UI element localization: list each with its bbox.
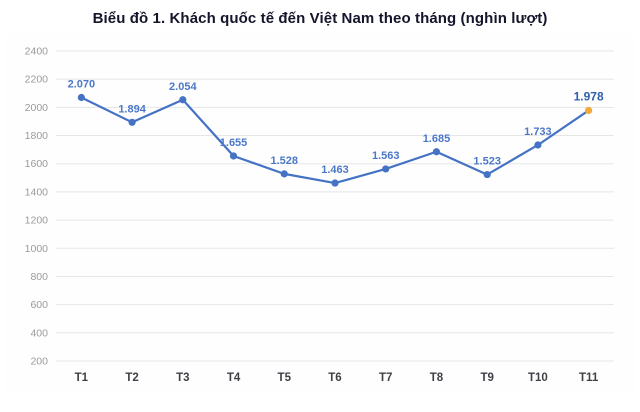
y-axis-tick-label: 1200 — [25, 215, 49, 227]
data-label: 2.054 — [169, 81, 197, 93]
data-label: 1.894 — [118, 103, 146, 115]
chart-container: 200 400 600 800 1000 1200 1400 1600 1800 2000 2200… — [6, 33, 634, 393]
data-point-marker — [432, 148, 441, 156]
x-axis-label: T1 — [75, 372, 89, 384]
data-point-marker — [534, 141, 542, 149]
y-axis-tick-label: 2200 — [25, 74, 49, 86]
y-axis-tick-label: 1800 — [25, 130, 49, 142]
data-label: 1.528 — [271, 155, 299, 167]
data-point-marker — [331, 179, 339, 187]
data-label: 2.070 — [68, 79, 96, 91]
y-axis-tick-label: 1000 — [25, 243, 49, 255]
data-label: 1.978 — [574, 89, 604, 103]
x-axis-label: T8 — [430, 372, 444, 384]
data-point-marker — [179, 96, 187, 104]
highlighted-data-point-marker — [585, 106, 593, 115]
data-label: 1.655 — [220, 137, 248, 149]
data-label: 1.463 — [321, 164, 349, 176]
data-point-marker — [77, 93, 85, 102]
y-axis-tick-label: 600 — [30, 299, 48, 311]
data-label: 1.685 — [423, 133, 451, 145]
y-axis-tick-label: 2400 — [25, 46, 49, 58]
x-axis-label: T9 — [480, 372, 493, 384]
x-axis-label: T5 — [278, 372, 292, 384]
x-axis-label: T11 — [579, 372, 599, 384]
data-point-marker — [280, 170, 288, 178]
x-axis-label: T3 — [176, 372, 189, 384]
x-axis-label: T4 — [227, 372, 241, 384]
y-axis-tick-label: 1600 — [25, 158, 49, 170]
x-axis-label: T6 — [328, 372, 341, 384]
chart-title: Biểu đồ 1. Khách quốc tế đến Việt Nam th… — [92, 10, 548, 27]
x-axis-label: T7 — [379, 372, 392, 384]
data-point-marker — [483, 170, 491, 179]
data-label: 1.733 — [524, 126, 552, 138]
data-point-marker — [382, 165, 390, 173]
data-point-marker — [128, 118, 136, 126]
data-point-marker — [229, 152, 238, 160]
y-axis-tick-label: 2000 — [25, 102, 49, 114]
y-axis-tick-label: 800 — [30, 271, 48, 283]
x-axis-label: T2 — [125, 372, 138, 384]
y-axis-tick-label: 400 — [30, 327, 48, 339]
line-chart: 200 400 600 800 1000 1200 1400 1600 1800 2000 2200… — [25, 46, 614, 384]
x-axis-label: T10 — [528, 372, 548, 384]
y-axis-tick-label: 1400 — [25, 186, 49, 198]
data-label: 1.523 — [473, 156, 501, 168]
data-label: 1.563 — [372, 150, 400, 162]
y-axis-tick-label: 200 — [30, 356, 48, 368]
